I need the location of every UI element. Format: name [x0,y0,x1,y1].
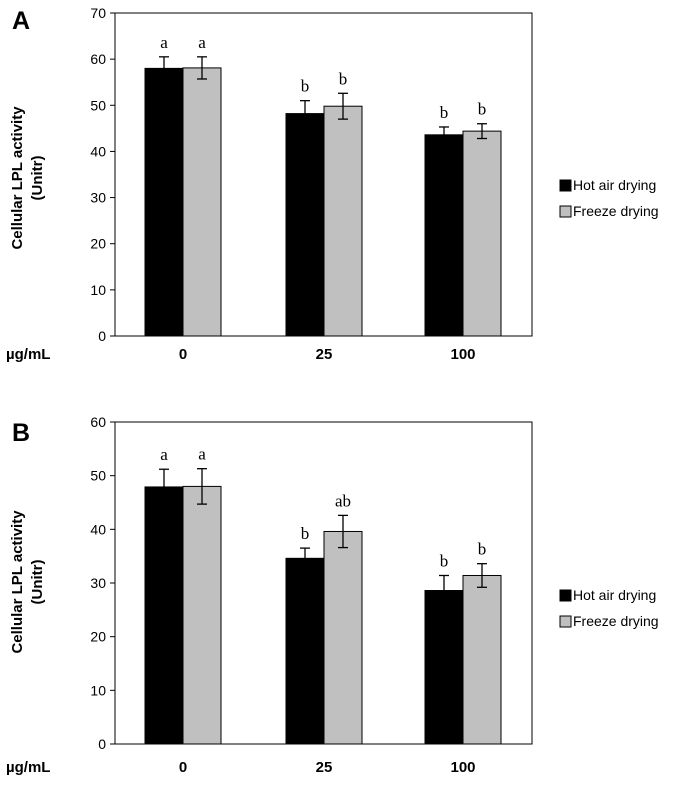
y-tick-label: 10 [90,682,106,698]
y-axis-label-line: (Unitr) [29,156,46,201]
bar-freeze [182,485,222,745]
y-tick-label: 40 [90,521,106,537]
x-tick-label: 0 [179,759,187,776]
significance-label: a [198,33,206,52]
panel-label: A [12,7,30,35]
y-axis-label: Cellular LPL activity (Unitr) [9,106,46,250]
significance-label: b [440,551,449,570]
y-tick-label: 60 [90,414,106,430]
bar-freeze [323,530,363,745]
y-tick-label: 20 [90,629,106,645]
bar-hot-air [424,590,464,745]
bar-freeze [323,105,363,337]
legend-swatch [559,589,572,602]
y-tick-label: 40 [90,143,106,159]
y-tick-label: 70 [90,5,106,21]
significance-label: a [160,445,168,464]
significance-label: a [198,445,206,464]
x-unit-label: µg/mL [6,759,50,776]
bar-freeze [462,130,502,337]
y-axis-label-line: Cellular LPL activity [9,510,26,654]
x-tick-label: 25 [316,346,333,363]
bar-hot-air [144,67,184,337]
bar-freeze [182,67,222,337]
y-tick-label: 30 [90,575,106,591]
legend-label: Freeze drying [573,203,659,219]
significance-label: b [478,100,487,119]
y-tick-label: 50 [90,468,106,484]
bar-hot-air [144,486,184,745]
bar-freeze [462,574,502,745]
x-tick-label: 100 [450,759,475,776]
y-axis-label-line: Cellular LPL activity [9,106,26,250]
bar-hot-air [285,113,325,337]
x-tick-label: 100 [450,346,475,363]
significance-label: b [339,69,348,88]
y-tick-label: 10 [90,282,106,298]
bar-hot-air [285,557,325,745]
y-axis-label-line: (Unitr) [29,560,46,605]
x-unit-label: µg/mL [6,346,50,363]
bar-hot-air [424,134,464,337]
y-tick-label: 30 [90,190,106,206]
chart-panel-A: 0 10 20 30 40 50 60 70 Cellular LPL activity (Uni… [6,5,659,363]
y-tick-label: 50 [90,97,106,113]
legend-swatch [559,615,572,628]
significance-label: b [301,524,310,543]
significance-label: b [478,540,487,559]
legend-label: Freeze drying [573,613,659,629]
y-tick-label: 0 [98,328,106,344]
x-tick-label: 0 [179,346,187,363]
significance-label: a [160,33,168,52]
significance-label: ab [335,491,351,510]
legend-label: Hot air drying [573,177,656,193]
y-tick-label: 20 [90,236,106,252]
legend-swatch [559,179,572,192]
legend-swatch [559,205,572,218]
y-tick-label: 60 [90,51,106,67]
panel-label: B [12,419,30,447]
significance-label: b [440,103,449,122]
y-tick-label: 0 [98,736,106,752]
chart-panel-B: 0 10 20 30 40 50 60 Cellular LPL activity (Unitr… [6,414,659,776]
significance-label: b [301,77,310,96]
legend-label: Hot air drying [573,587,656,603]
y-axis-label: Cellular LPL activity (Unitr) [9,510,46,654]
x-tick-label: 25 [316,759,333,776]
